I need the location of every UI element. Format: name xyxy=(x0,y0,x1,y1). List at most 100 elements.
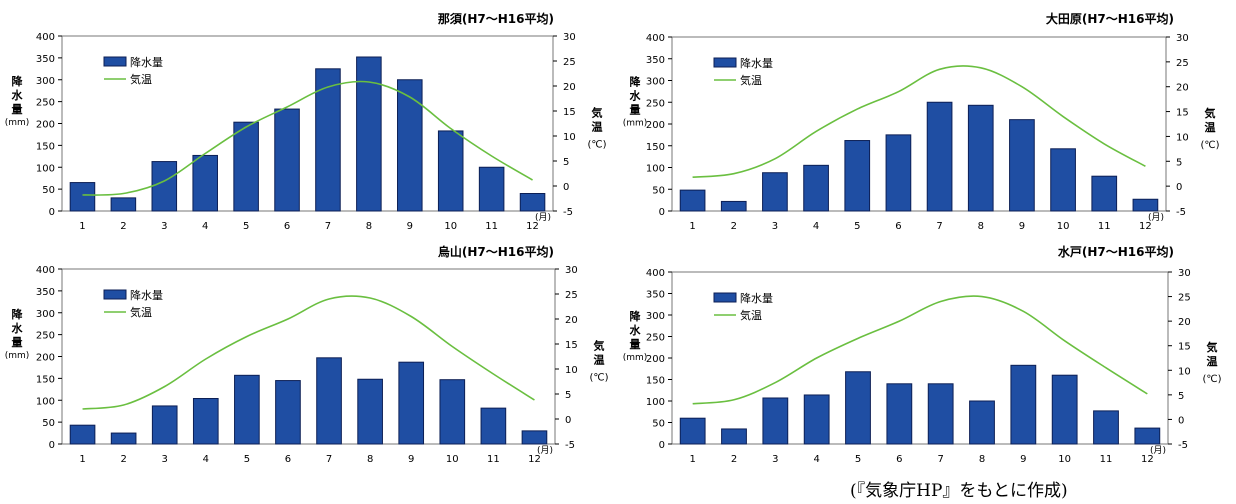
y-left-tick-label: 300 xyxy=(646,311,665,322)
x-tick-label: 11 xyxy=(485,221,498,232)
y-right-axis-title-char: 温 xyxy=(1205,120,1216,134)
y-right-tick-label: -5 xyxy=(1176,207,1186,218)
x-tick-label: 9 xyxy=(1020,454,1026,465)
x-tick-label: 4 xyxy=(202,221,208,232)
x-tick-label: 11 xyxy=(1100,454,1113,465)
y-left-tick-label: 200 xyxy=(36,120,55,131)
precipitation-bar xyxy=(437,130,464,212)
precipitation-bar xyxy=(886,383,913,445)
y-left-axis-title-char: 量 xyxy=(12,336,23,349)
x-tick-label: 12 xyxy=(528,454,541,465)
chart-panel-karasuyama: 烏山(H7〜H16平均) 0 50 100 150 200 250 300 350 400 -5 0… xyxy=(0,243,609,471)
x-tick-label: 3 xyxy=(162,454,168,465)
x-tick-label: 1 xyxy=(79,221,85,232)
legend-label-precipitation: 降水量 xyxy=(130,55,163,69)
temperature-line xyxy=(692,295,1148,405)
y-left-tick-label: 0 xyxy=(659,207,665,218)
x-tick-label: 1 xyxy=(79,454,85,465)
precipitation-bar xyxy=(1091,175,1118,212)
precipitation-bar xyxy=(151,405,178,445)
y-left-tick-label: 350 xyxy=(646,55,665,66)
y-left-tick-label: 350 xyxy=(36,287,55,298)
precipitation-bar xyxy=(519,193,546,212)
y-left-tick-label: 250 xyxy=(36,98,55,109)
y-right-tick-label: 15 xyxy=(1178,342,1191,353)
x-tick-label: 10 xyxy=(1057,221,1070,232)
precipitation-bar xyxy=(110,197,137,212)
precipitation-bar xyxy=(967,104,994,212)
y-left-tick-label: 50 xyxy=(42,185,55,196)
y-right-tick-label: 30 xyxy=(1178,268,1191,279)
precipitation-bar xyxy=(110,432,137,445)
y-right-axis-unit: (℃) xyxy=(587,140,606,151)
y-left-axis-title-char: 降 xyxy=(630,309,642,323)
precipitation-bar xyxy=(233,121,259,212)
x-tick-label: 7 xyxy=(326,454,332,465)
y-left-tick-label: 200 xyxy=(646,120,665,131)
y-right-tick-label: 0 xyxy=(563,182,569,193)
y-right-tick-label: 10 xyxy=(565,365,578,376)
precipitation-bar xyxy=(357,378,383,445)
y-right-axis-unit: (℃) xyxy=(589,373,608,384)
x-tick-label: 3 xyxy=(772,221,778,232)
precipitation-bar xyxy=(397,79,423,212)
x-tick-label: 10 xyxy=(444,221,457,232)
x-tick-label: 11 xyxy=(487,454,500,465)
x-tick-label: 3 xyxy=(772,454,778,465)
y-right-tick-label: 5 xyxy=(563,157,569,168)
chart-panel-mito: 水戸(H7〜H16平均) 0 50 100 150 200 250 300 350 400 -5 0… xyxy=(618,243,1222,471)
y-right-tick-label: 0 xyxy=(1178,415,1184,426)
temperature-line xyxy=(82,80,533,196)
y-right-tick-label: 0 xyxy=(565,415,571,426)
y-left-tick-label: 350 xyxy=(646,290,665,301)
y-right-tick-label: 25 xyxy=(1178,293,1191,304)
y-left-tick-label: 100 xyxy=(36,396,55,407)
y-right-tick-label: -5 xyxy=(1178,440,1188,451)
y-left-tick-label: 300 xyxy=(36,76,55,87)
x-tick-label: 5 xyxy=(244,454,250,465)
y-left-tick-label: 150 xyxy=(646,142,665,153)
y-left-tick-label: 0 xyxy=(49,207,55,218)
legend-label-temperature: 気温 xyxy=(130,305,152,319)
y-right-axis-title-char: 温 xyxy=(594,353,605,367)
y-right-tick-label: 20 xyxy=(563,82,576,93)
precipitation-bar xyxy=(969,400,995,445)
y-right-tick-label: 5 xyxy=(1176,157,1182,168)
temperature-line xyxy=(82,295,535,410)
legend-label-precipitation: 降水量 xyxy=(130,288,163,302)
precipitation-bar xyxy=(192,398,219,445)
y-right-axis-unit: (℃) xyxy=(1202,374,1221,385)
legend-swatch-precipitation xyxy=(713,57,737,68)
chart-panel-ohtawara: 大田原(H7〜H16平均) 0 50 100 150 200 250 300 350 400 -5… xyxy=(618,10,1220,238)
precipitation-bar xyxy=(927,383,954,445)
y-left-axis-title-char: 水 xyxy=(12,88,24,102)
x-tick-label: 4 xyxy=(203,454,209,465)
y-right-tick-label: 15 xyxy=(563,107,576,118)
x-tick-label: 9 xyxy=(1019,221,1025,232)
legend-swatch-precipitation xyxy=(103,56,127,67)
y-left-axis-title-char: 水 xyxy=(630,89,642,103)
x-tick-label: 6 xyxy=(896,454,902,465)
precipitation-bar xyxy=(1051,374,1078,445)
precipitation-bar xyxy=(69,182,96,212)
x-tick-label: 9 xyxy=(408,454,414,465)
chart-title: 水戸(H7〜H16平均) xyxy=(1057,245,1174,259)
legend-label-precipitation: 降水量 xyxy=(740,291,773,305)
y-left-tick-label: 50 xyxy=(652,185,665,196)
y-left-tick-label: 0 xyxy=(659,440,665,451)
precipitation-bar xyxy=(803,394,830,445)
y-left-tick-label: 400 xyxy=(36,265,55,276)
precipitation-bar xyxy=(1093,410,1119,445)
y-left-axis-title-char: 水 xyxy=(630,323,642,337)
x-tick-label: 4 xyxy=(813,454,819,465)
x-tick-label: 8 xyxy=(978,221,984,232)
y-right-tick-label: 5 xyxy=(565,390,571,401)
x-unit-label: (月) xyxy=(1150,445,1166,456)
x-tick-label: 2 xyxy=(120,221,126,232)
x-unit-label: (月) xyxy=(537,445,553,456)
x-tick-label: 1 xyxy=(689,454,695,465)
source-caption: (『気象庁HP』をもとに作成) xyxy=(850,481,1068,501)
x-tick-label: 6 xyxy=(284,221,290,232)
y-left-tick-label: 300 xyxy=(646,77,665,88)
